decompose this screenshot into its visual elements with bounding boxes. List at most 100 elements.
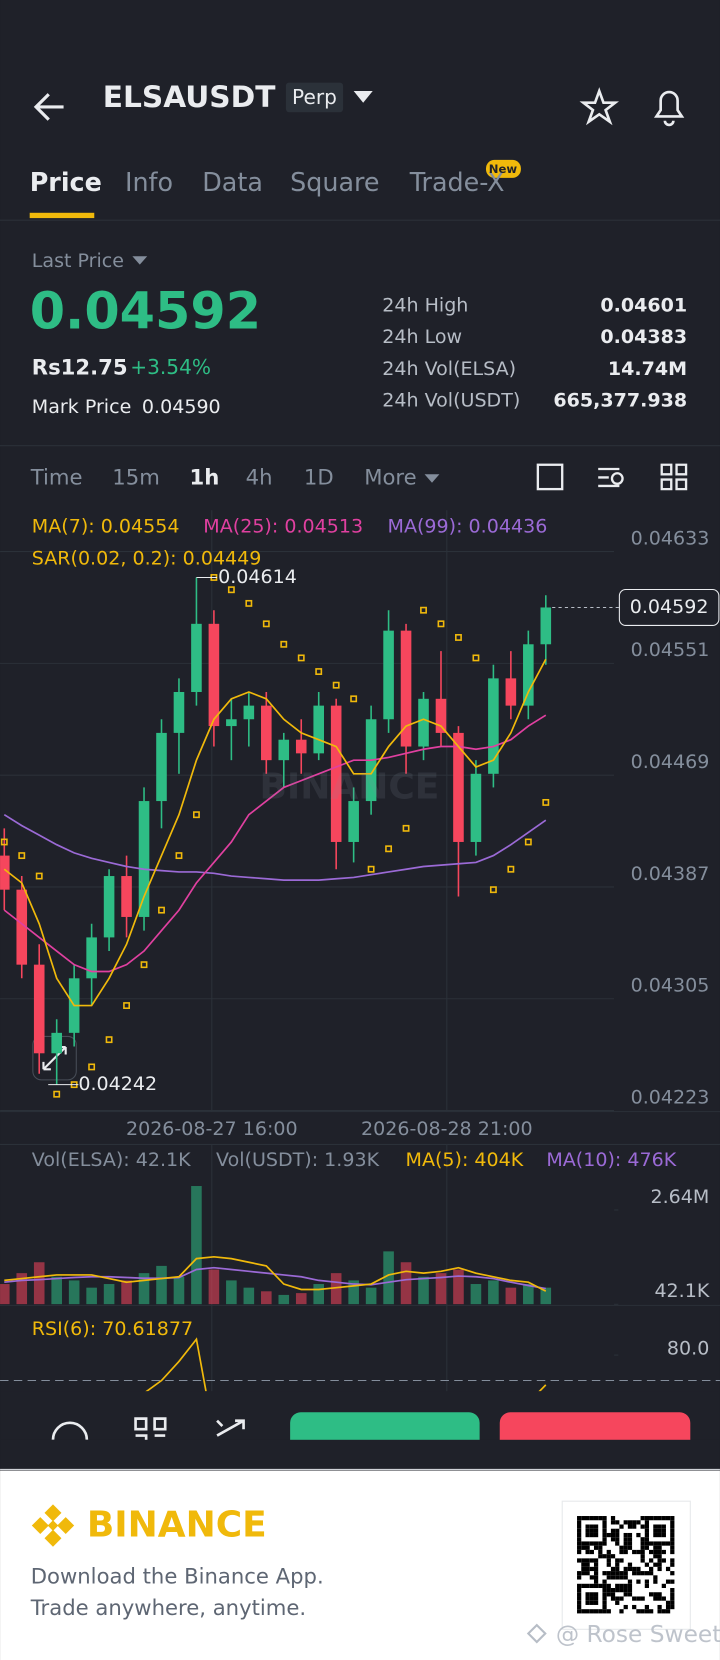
interval[interactable]: More: [364, 465, 416, 490]
qr-cell: [585, 1516, 590, 1521]
qr-cell: [606, 1532, 611, 1538]
qr-cell: [577, 1545, 582, 1550]
symbol-dropdown[interactable]: [353, 91, 373, 103]
volume-bar: [156, 1265, 167, 1305]
badge-text: Perp: [292, 85, 337, 109]
volume-bar: [121, 1280, 132, 1305]
candle-body: [51, 1032, 62, 1054]
tab[interactable]: Trade-X: [409, 167, 505, 197]
candle-body: [173, 691, 185, 733]
qr-cell: [670, 1532, 675, 1538]
candle-body: [418, 698, 429, 747]
volume-bar: [523, 1284, 534, 1305]
qr-cell: [589, 1583, 594, 1589]
qr-cell: [636, 1532, 641, 1538]
qr-cell: [636, 1596, 641, 1601]
sar-dot: [53, 1090, 61, 1098]
candle-body: [191, 623, 202, 692]
qr-cell: [657, 1524, 662, 1529]
candle-body: [156, 732, 167, 802]
logo-mark: [31, 1504, 75, 1547]
volume-label: MA(5): 404K: [406, 1149, 524, 1171]
volume-bar: [435, 1273, 447, 1305]
qr-cell: [581, 1516, 586, 1521]
qr-cell: [661, 1609, 666, 1614]
ma-line: [3, 714, 547, 973]
tool-icon[interactable]: [660, 463, 688, 491]
candle-body: [383, 630, 394, 720]
sar-dot: [455, 634, 462, 641]
qr-cell: [593, 1528, 599, 1533]
qr-cell: [627, 1566, 633, 1572]
more-caret[interactable]: [424, 474, 440, 483]
interval[interactable]: Time: [30, 465, 83, 490]
qr-cell: [602, 1588, 607, 1593]
qr-pattern: [577, 1516, 675, 1614]
candle-body: [261, 705, 272, 761]
tab[interactable]: Data: [202, 167, 263, 197]
favorite-icon[interactable]: [579, 87, 619, 126]
qr-cell: [640, 1549, 645, 1555]
qr-cell: [606, 1588, 611, 1593]
qr-cell: [627, 1537, 633, 1542]
trade-icon[interactable]: [216, 1419, 245, 1437]
qr-cell: [661, 1549, 666, 1555]
qr-cell: [593, 1600, 599, 1605]
interval[interactable]: 1D: [304, 465, 334, 490]
candle-body: [138, 801, 150, 917]
qr-cell: [653, 1562, 658, 1567]
qr-cell: [619, 1549, 624, 1555]
chart-tools: [536, 463, 688, 491]
menu-icon[interactable]: [134, 1417, 167, 1442]
y-tick-label: 0.04469: [631, 751, 710, 773]
volume-bar: [488, 1280, 499, 1305]
tab[interactable]: Square: [290, 167, 379, 197]
qr-cell: [581, 1562, 586, 1567]
qr-cell: [640, 1541, 645, 1546]
qr-cell: [632, 1549, 637, 1555]
qr-cell: [593, 1571, 599, 1576]
qr-cell: [581, 1558, 586, 1563]
qr-cell: [670, 1537, 675, 1542]
sar-dot: [297, 654, 305, 662]
qr-cell: [653, 1532, 658, 1538]
qr-cell: [623, 1588, 628, 1593]
last-price-caret[interactable]: [132, 256, 148, 265]
qr-cell: [585, 1583, 590, 1589]
sar-dot: [367, 865, 375, 873]
tab[interactable]: Price: [30, 167, 102, 197]
qr-cell: [615, 1566, 620, 1572]
x-tick-label: 2026-08-27 16:00: [126, 1118, 298, 1140]
qr-cell: [606, 1554, 611, 1559]
back-button[interactable]: [33, 93, 64, 121]
qr-cell: [577, 1588, 582, 1593]
alert-icon[interactable]: [653, 90, 685, 127]
qr-cell: [615, 1596, 620, 1601]
interval[interactable]: 1h: [190, 465, 220, 490]
qr-cell: [577, 1609, 582, 1614]
qr-cell: [606, 1609, 611, 1614]
tab[interactable]: Info: [125, 167, 173, 197]
qr-cell: [577, 1558, 582, 1563]
qr-cell: [623, 1549, 628, 1555]
tool-icon[interactable]: [610, 472, 624, 485]
qr-cell: [581, 1609, 586, 1614]
qr-cell: [589, 1516, 594, 1521]
volume-bar: [208, 1269, 220, 1305]
current-price-label: 0.04592: [630, 596, 709, 618]
interval[interactable]: 4h: [246, 465, 273, 490]
tool-icon[interactable]: [598, 467, 620, 488]
volume-bar: [138, 1273, 150, 1305]
interval[interactable]: 15m: [112, 465, 160, 490]
tool-icon[interactable]: [536, 463, 564, 491]
qr-cell: [589, 1524, 594, 1529]
qr-cell: [577, 1596, 582, 1601]
qr-cell: [632, 1524, 637, 1529]
sar-dot: [437, 620, 445, 628]
qr-cell: [619, 1588, 624, 1593]
qr-cell: [649, 1541, 654, 1546]
qr-cell: [602, 1524, 607, 1529]
chat-icon[interactable]: [51, 1421, 89, 1440]
stat-label: 24h Low: [382, 326, 462, 348]
